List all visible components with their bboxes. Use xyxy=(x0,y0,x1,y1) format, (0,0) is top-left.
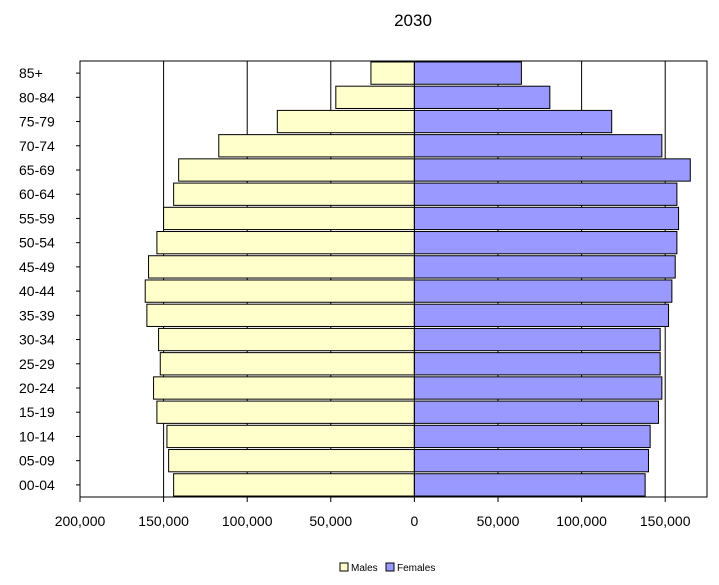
plot-frame xyxy=(79,60,708,498)
bar-males-00-04 xyxy=(173,473,415,497)
x-tick-label: 200,000 xyxy=(55,513,106,529)
y-tick-label: 20-24 xyxy=(19,380,55,396)
x-tick-label: 100,000 xyxy=(222,513,273,529)
bar-males-55-59 xyxy=(163,206,415,231)
bar-females-35-39 xyxy=(413,303,670,327)
bar-males-65-69 xyxy=(178,158,415,182)
bar-males-40-44 xyxy=(144,279,415,303)
plot-area: 00-04 05-09 10-14 15-19 20-24 25-29 30-34 35-39… xyxy=(19,60,708,529)
x-tick-label: 50,000 xyxy=(309,513,352,529)
bar-males-35-39 xyxy=(146,303,415,327)
bar-females-10-14 xyxy=(413,424,651,449)
legend-swatch-males xyxy=(339,562,349,572)
legend-label-males: Males xyxy=(351,563,378,574)
y-tick-label: 75-79 xyxy=(19,114,55,130)
bar-males-50-54 xyxy=(156,231,415,255)
y-tick-label: 15-19 xyxy=(19,404,55,420)
bar-males-70-74 xyxy=(218,134,415,158)
bar-females-70-74 xyxy=(413,134,663,158)
legend-label-females: Females xyxy=(397,563,435,574)
bar-females-60-64 xyxy=(413,182,678,206)
y-tick-label: 55-59 xyxy=(19,210,55,226)
bar-males-60-64 xyxy=(173,182,415,206)
y-tick-label: 35-39 xyxy=(19,307,55,323)
bar-males-15-19 xyxy=(156,400,415,424)
y-tick-label: 80-84 xyxy=(19,89,55,105)
bar-females-75-79 xyxy=(413,109,613,134)
y-tick-label: 65-69 xyxy=(19,162,55,178)
bar-females-00-04 xyxy=(413,473,646,497)
bar-males-30-34 xyxy=(158,327,415,352)
x-tick-label: 150,000 xyxy=(138,513,189,529)
bar-females-20-24 xyxy=(413,376,663,400)
bar-males-75-79 xyxy=(276,109,415,134)
x-tick-label: 50,000 xyxy=(477,513,520,529)
y-tick-label: 30-34 xyxy=(19,332,55,348)
bar-females-50-54 xyxy=(413,231,678,255)
bar-females-65-69 xyxy=(413,158,691,182)
bar-females-85+ xyxy=(413,61,522,85)
x-tick-label: 0 xyxy=(411,513,419,529)
x-tick-label: 150,000 xyxy=(640,513,691,529)
chart-title: 2030 xyxy=(394,11,432,30)
y-tick-label: 50-54 xyxy=(19,235,55,251)
y-tick-label: 45-49 xyxy=(19,259,55,275)
y-tick-label: 85+ xyxy=(19,65,43,81)
y-tick-label: 40-44 xyxy=(19,283,55,299)
y-tick-label: 60-64 xyxy=(19,186,55,202)
bar-females-40-44 xyxy=(413,279,673,303)
y-tick-label: 10-14 xyxy=(19,428,55,444)
bar-males-80-84 xyxy=(335,85,415,109)
bar-females-05-09 xyxy=(413,449,649,473)
bar-males-45-49 xyxy=(148,255,415,279)
bar-females-15-19 xyxy=(413,400,660,424)
bar-males-85+ xyxy=(370,61,415,85)
bar-females-25-29 xyxy=(413,352,661,376)
legend-swatch-females xyxy=(385,562,395,572)
bar-males-10-14 xyxy=(166,424,415,449)
y-tick-label: 00-04 xyxy=(19,477,55,493)
legend: Males Females xyxy=(339,562,435,574)
bar-males-20-24 xyxy=(153,376,415,400)
bar-females-55-59 xyxy=(413,206,680,231)
bar-males-25-29 xyxy=(159,352,415,376)
x-tick-label: 100,000 xyxy=(556,513,607,529)
y-tick-label: 25-29 xyxy=(19,356,55,372)
y-tick-label: 70-74 xyxy=(19,138,55,154)
bar-females-45-49 xyxy=(413,255,676,279)
bar-females-30-34 xyxy=(413,327,661,352)
y-tick-label: 05-09 xyxy=(19,453,55,469)
bar-males-05-09 xyxy=(168,449,415,473)
bar-females-80-84 xyxy=(413,85,551,109)
